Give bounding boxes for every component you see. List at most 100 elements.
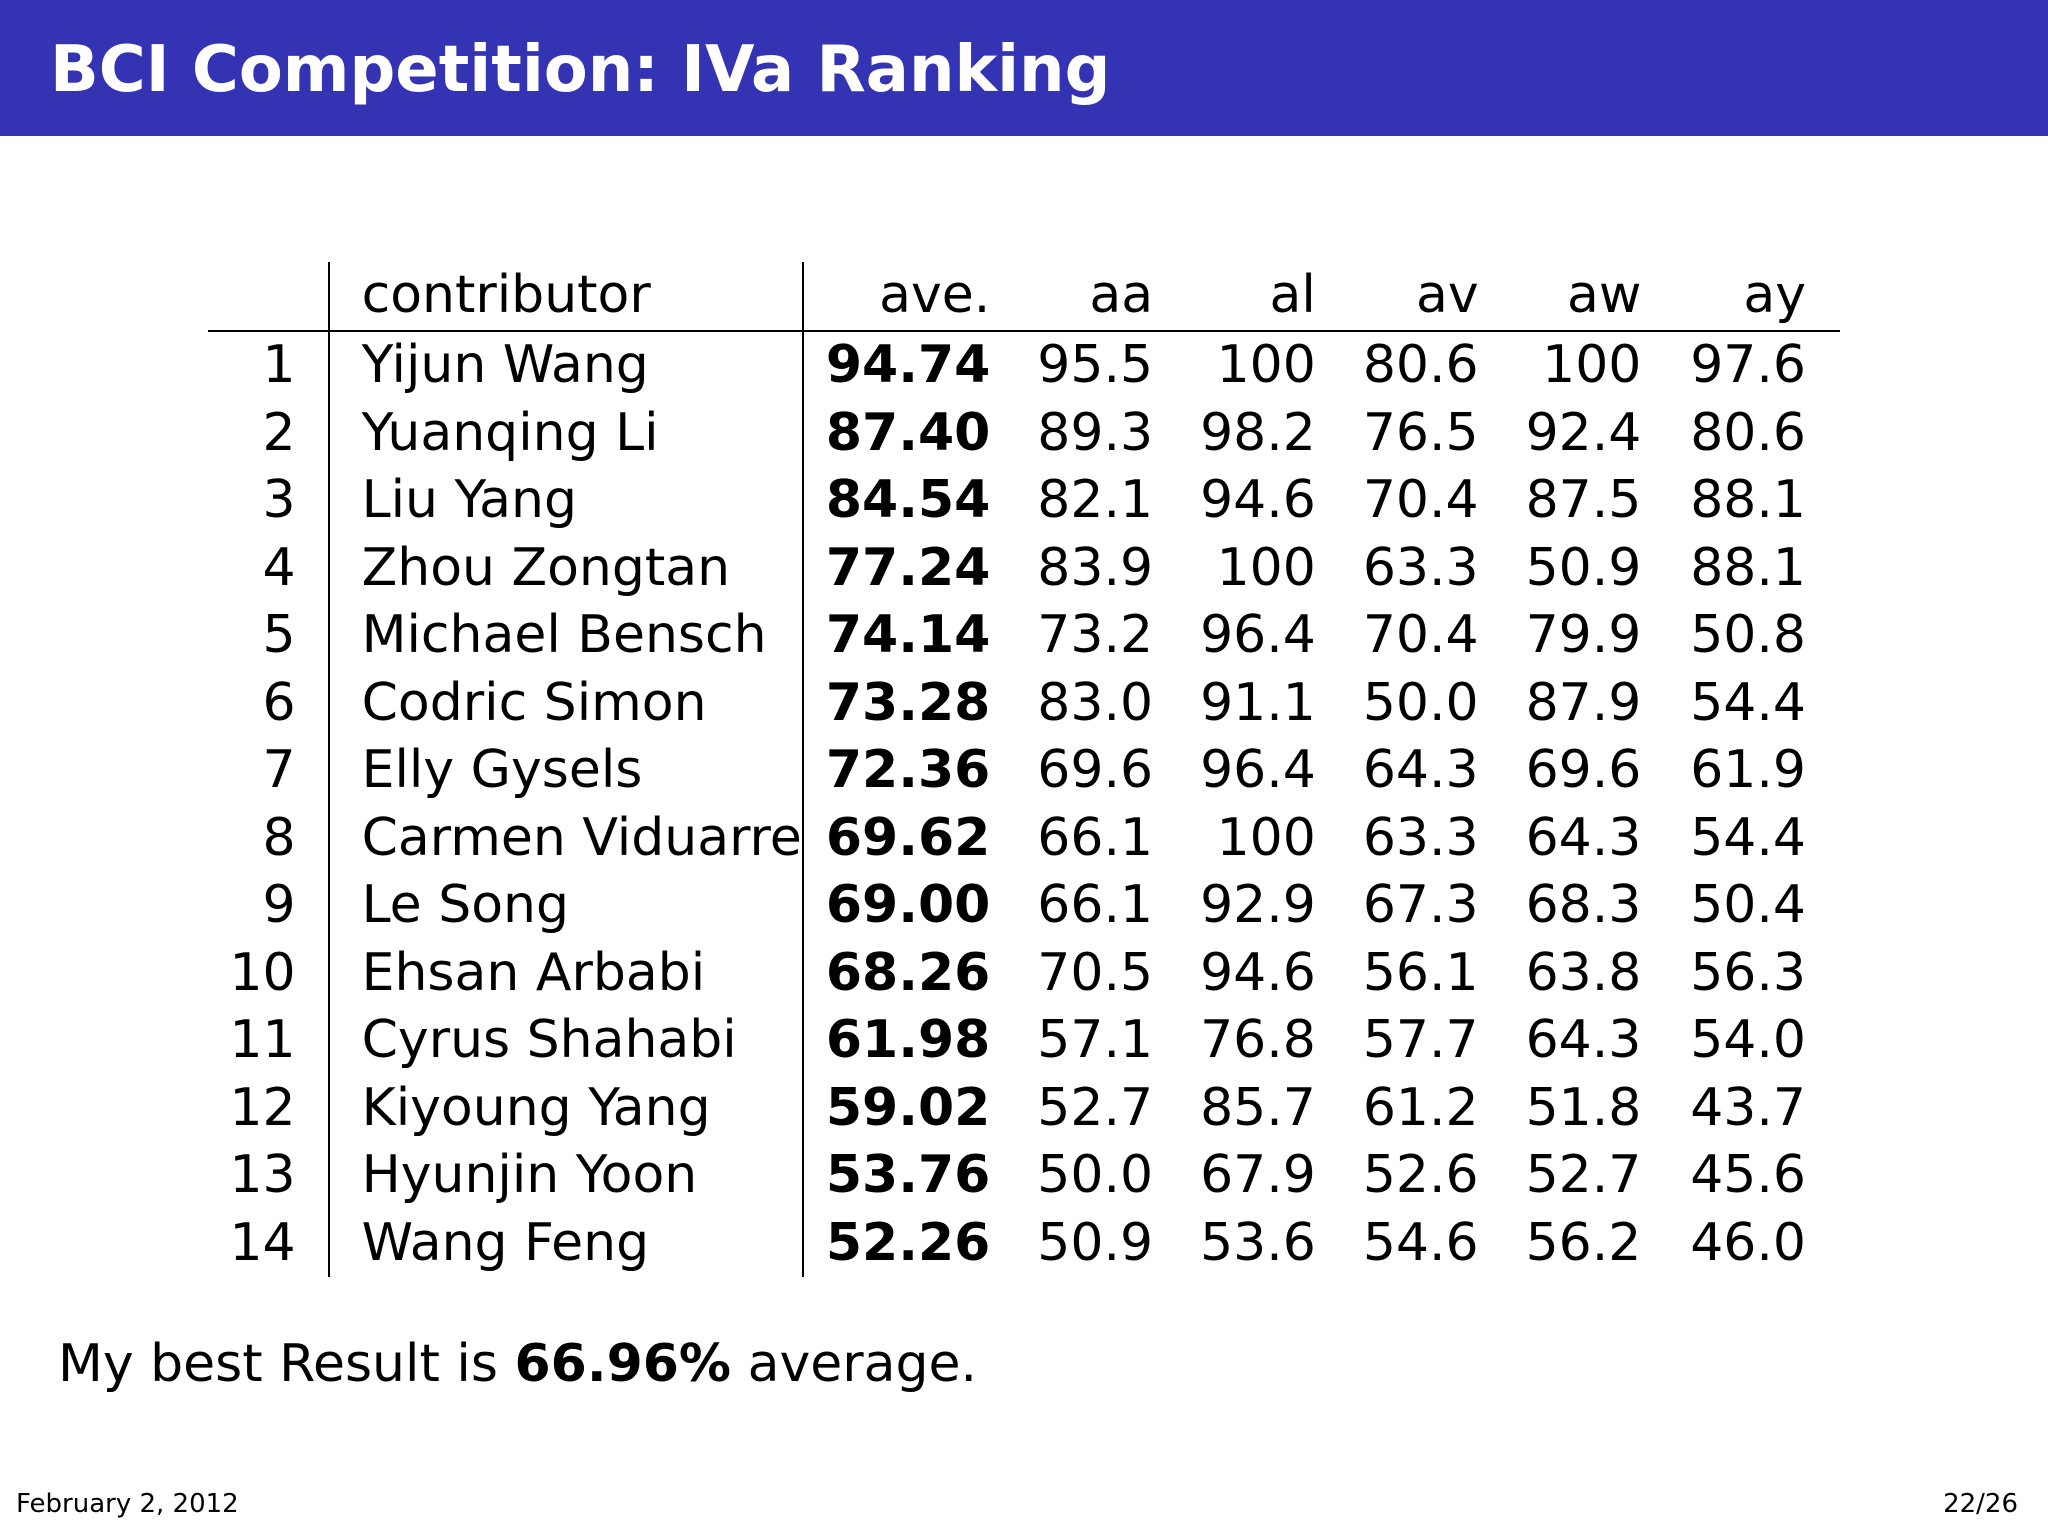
aa-cell: 82.1	[1037, 470, 1154, 530]
average-cell: 53.76	[825, 1145, 991, 1205]
ay-cell: 54.4	[1690, 672, 1806, 733]
aw-cell: 92.4	[1525, 402, 1642, 463]
av-cell: 57.7	[1362, 1010, 1479, 1070]
al-cell: 76.8	[1200, 1010, 1316, 1070]
average-cell: 69.62	[825, 807, 991, 868]
al-cell: 94.6	[1200, 470, 1316, 530]
contributor-cell: Codric Simon	[328, 669, 804, 737]
average-cell: 61.98	[825, 1010, 991, 1070]
contributor-cell: Le Song	[328, 872, 804, 940]
table-row: 2 Yuanqing Li 87.40 89.3 98.2 76.5 92.4 80.6	[208, 399, 1840, 467]
aw-cell: 69.6	[1525, 740, 1642, 800]
av-cell: 50.0	[1362, 672, 1479, 733]
header-av: av	[1315, 262, 1479, 332]
aa-cell: 89.3	[1037, 402, 1154, 463]
average-cell: 73.28	[825, 672, 991, 733]
al-cell: 91.1	[1200, 672, 1316, 733]
average-cell: 87.40	[825, 402, 991, 463]
al-cell: 92.9	[1200, 875, 1316, 935]
contributor-cell: Zhou Zongtan	[328, 534, 804, 602]
average-cell: 52.26	[825, 1212, 991, 1273]
aa-cell: 50.9	[1037, 1212, 1154, 1273]
aw-cell: 87.5	[1525, 470, 1642, 530]
table-row: 10 Ehsan Arbabi 68.26 70.5 94.6 56.1 63.8 56.3	[208, 939, 1840, 1007]
header-rank	[208, 262, 330, 332]
footer-page-number: 22/26	[1943, 1489, 2018, 1519]
aw-cell: 87.9	[1525, 672, 1642, 733]
average-cell: 77.24	[825, 537, 991, 598]
ranking-table: contributor ave. aa al av aw ay 1 Yijun W…	[208, 262, 1840, 1277]
table-row: 4 Zhou Zongtan 77.24 83.9 100 63.3 50.9 88.1	[208, 534, 1840, 602]
av-cell: 63.3	[1362, 537, 1479, 598]
aa-cell: 83.0	[1037, 672, 1154, 733]
contributor-cell: Ehsan Arbabi	[328, 939, 804, 1007]
av-cell: 63.3	[1362, 807, 1479, 868]
al-cell: 85.7	[1200, 1077, 1316, 1138]
av-cell: 61.2	[1362, 1077, 1479, 1138]
aa-cell: 57.1	[1037, 1010, 1154, 1070]
rank-cell: 8	[208, 804, 330, 872]
ay-cell: 97.6	[1690, 335, 1806, 395]
rank-cell: 9	[208, 872, 330, 940]
aa-cell: 50.0	[1037, 1145, 1154, 1205]
al-cell: 94.6	[1200, 942, 1316, 1003]
table-row: 6 Codric Simon 73.28 83.0 91.1 50.0 87.9 54.4	[208, 669, 1840, 737]
aw-cell: 63.8	[1525, 942, 1642, 1003]
aa-cell: 95.5	[1037, 335, 1154, 395]
rank-cell: 4	[208, 534, 330, 602]
average-cell: 94.74	[825, 335, 991, 395]
best-result-summary: My best Result is 66.96% average.	[58, 1330, 977, 1398]
ay-cell: 46.0	[1690, 1212, 1806, 1273]
al-cell: 100	[1216, 537, 1316, 598]
table-row: 14 Wang Feng 52.26 50.9 53.6 54.6 56.2 46.0	[208, 1209, 1840, 1277]
aa-cell: 69.6	[1037, 740, 1154, 800]
av-cell: 56.1	[1362, 942, 1479, 1003]
aa-cell: 52.7	[1037, 1077, 1154, 1138]
rank-cell: 6	[208, 669, 330, 737]
ay-cell: 56.3	[1690, 942, 1806, 1003]
title-bar: BCI Competition: IVa Ranking	[0, 0, 2048, 136]
rank-cell: 11	[208, 1007, 330, 1075]
av-cell: 76.5	[1362, 402, 1479, 463]
al-cell: 53.6	[1200, 1212, 1316, 1273]
ay-cell: 61.9	[1690, 740, 1806, 800]
contributor-cell: Yijun Wang	[328, 331, 804, 400]
header-average: ave.	[802, 262, 991, 332]
rank-cell: 14	[208, 1209, 330, 1277]
ranking-table-container: contributor ave. aa al av aw ay 1 Yijun W…	[208, 262, 1840, 1278]
ay-cell: 45.6	[1690, 1145, 1806, 1205]
al-cell: 67.9	[1200, 1145, 1316, 1205]
ay-cell: 54.4	[1690, 807, 1806, 868]
aa-cell: 70.5	[1037, 942, 1154, 1003]
al-cell: 98.2	[1200, 402, 1316, 463]
header-al: al	[1153, 262, 1316, 332]
average-cell: 84.54	[825, 470, 991, 530]
table-row: 7 Elly Gysels 72.36 69.6 96.4 64.3 69.6 61.9	[208, 737, 1840, 805]
av-cell: 67.3	[1362, 875, 1479, 935]
table-row: 11 Cyrus Shahabi 61.98 57.1 76.8 57.7 64.3 54.0	[208, 1007, 1840, 1075]
table-row: 12 Kiyoung Yang 59.02 52.7 85.7 61.2 51.8 43.7	[208, 1074, 1840, 1142]
rank-cell: 3	[208, 467, 330, 535]
al-cell: 96.4	[1200, 740, 1316, 800]
al-cell: 100	[1216, 335, 1316, 395]
aa-cell: 73.2	[1037, 605, 1154, 665]
aw-cell: 50.9	[1525, 537, 1642, 598]
aw-cell: 100	[1542, 335, 1642, 395]
ay-cell: 50.8	[1690, 605, 1806, 665]
aw-cell: 51.8	[1525, 1077, 1642, 1138]
rank-cell: 12	[208, 1074, 330, 1142]
al-cell: 96.4	[1200, 605, 1316, 665]
contributor-cell: Cyrus Shahabi	[328, 1007, 804, 1075]
ranking-table-body: 1 Yijun Wang 94.74 95.5 100 80.6 100 97.6 2 Yuanq…	[208, 331, 1840, 1277]
contributor-cell: Hyunjin Yoon	[328, 1142, 804, 1210]
summary-value: 66.96%	[514, 1334, 732, 1394]
contributor-cell: Michael Bensch	[328, 602, 804, 670]
ay-cell: 88.1	[1690, 470, 1806, 530]
contributor-cell: Elly Gysels	[328, 737, 804, 805]
average-cell: 59.02	[825, 1077, 991, 1138]
ay-cell: 80.6	[1690, 402, 1806, 463]
av-cell: 64.3	[1362, 740, 1479, 800]
table-row: 9 Le Song 69.00 66.1 92.9 67.3 68.3 50.4	[208, 872, 1840, 940]
rank-cell: 13	[208, 1142, 330, 1210]
summary-prefix: My best Result is	[58, 1334, 515, 1394]
